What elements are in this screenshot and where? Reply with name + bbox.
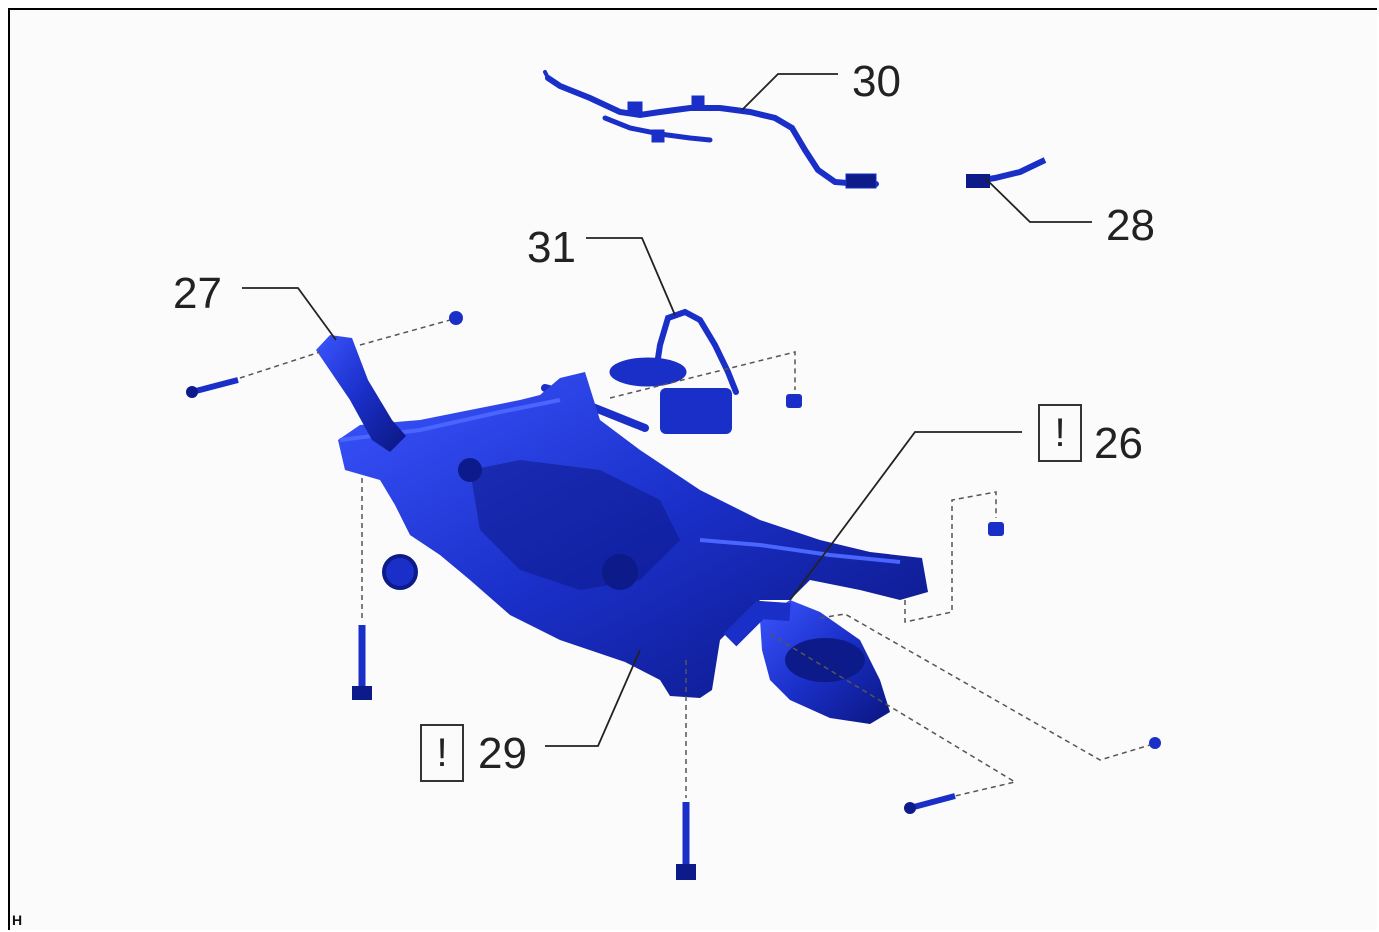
lower-arm-26 [723, 600, 890, 724]
nut-right [988, 522, 1004, 536]
nut-far-right [1149, 737, 1161, 749]
bolt-left-top [186, 377, 239, 398]
diagram-frame [8, 8, 1377, 930]
callout-31: 31 [527, 223, 576, 272]
callout-28: 28 [1106, 201, 1155, 250]
bolt-left-vertical [352, 625, 372, 700]
warning-icon-26: ! [1038, 404, 1082, 462]
warning-icon-29: ! [420, 724, 464, 782]
bracket-27 [316, 335, 406, 452]
callout-27: 27 [173, 269, 222, 318]
assembly-dashed-lines [239, 319, 1151, 798]
bolt-center-vertical [676, 802, 696, 880]
illustration-code: H [12, 912, 23, 928]
callout-29: 29 [478, 729, 527, 778]
nut-center [786, 394, 802, 408]
nut-left-top [449, 311, 463, 325]
wire-28 [966, 157, 1047, 188]
bolt-right-horizontal [904, 793, 956, 814]
callout-26: 26 [1094, 419, 1143, 468]
leader-lines [242, 73, 1092, 747]
callout-30: 30 [852, 57, 901, 106]
wire-harness-30 [543, 70, 879, 189]
